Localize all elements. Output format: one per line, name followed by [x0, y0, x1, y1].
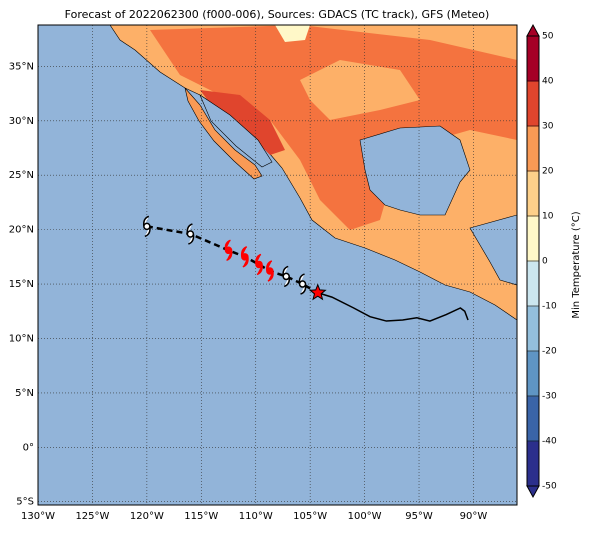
colorbar-tick-label: 40 [542, 77, 554, 87]
y-tick-label: 25°N [9, 170, 34, 181]
y-tick-label: 35°N [9, 61, 34, 72]
colorbar-tick-label: -30 [542, 392, 557, 402]
colorbar-tick-label: 30 [542, 122, 554, 132]
x-tick-label: 110°W [239, 511, 273, 522]
land-hot [200, 90, 285, 155]
colorbar-label: Min Temperature (°C) [571, 211, 582, 318]
x-tick-label: 115°W [184, 511, 218, 522]
colorbar-tick-label: 10 [542, 212, 554, 222]
storm-symbol [282, 265, 291, 288]
storm-symbol [298, 273, 307, 295]
storm-symbol [240, 246, 249, 268]
storm-symbol [224, 239, 233, 262]
colorbar-band [527, 261, 539, 307]
colorbar-band [527, 171, 539, 217]
y-tick-label: 10°N [9, 333, 34, 344]
colorbar-tick-label: -10 [542, 302, 557, 312]
y-tick-label: 5°S [16, 497, 34, 508]
land-warm [150, 25, 517, 230]
colorbar-tick-label: 50 [542, 32, 554, 42]
storm-symbol [255, 253, 263, 276]
caribbean [469, 214, 517, 286]
frame [37, 24, 518, 506]
colorbar-tick-label: 0 [542, 257, 548, 267]
x-tick-label: 95°W [405, 511, 433, 522]
colorbar-band [527, 81, 539, 127]
forecast-track [146, 225, 319, 294]
x-tick-label: 130°W [21, 511, 55, 522]
title: Forecast of 2022062300 (f000-006), Sourc… [65, 8, 490, 21]
x-tick-label: 100°W [348, 511, 382, 522]
baja [184, 87, 263, 180]
colorbar-band [527, 36, 539, 82]
y-tick-label: 20°N [9, 225, 34, 236]
gulf-of-california [199, 94, 273, 168]
land-cool [300, 60, 420, 120]
colorbar-band [527, 216, 539, 262]
y-tick-label: 30°N [9, 116, 34, 127]
x-tick-label: 105°W [293, 511, 327, 522]
colorbar-tick-label: -40 [542, 437, 557, 447]
map [38, 25, 517, 505]
x-tick-label: 125°W [75, 511, 109, 522]
colorbar-tick-label: 20 [542, 167, 554, 177]
past-track [317, 292, 469, 322]
colorbar-extend [526, 23, 540, 37]
y-tick-label: 0° [23, 442, 34, 453]
storm-symbol [142, 215, 151, 238]
colorbar-band [527, 306, 539, 352]
colorbar-tick-label: -50 [542, 482, 557, 492]
x-tick-label: 120°W [130, 511, 164, 522]
colorbar-band [527, 441, 539, 487]
land-cold [275, 25, 310, 42]
storm-symbol [265, 260, 274, 282]
y-tick-label: 15°N [9, 279, 34, 290]
storm-symbol [186, 223, 195, 245]
y-tick-label: 5°N [15, 388, 34, 399]
colorbar-tick-label: -20 [542, 347, 557, 357]
colorbar-extend [526, 485, 540, 499]
colorbar-band [527, 126, 539, 172]
colorbar-band [527, 351, 539, 397]
colorbar-band [527, 396, 539, 442]
gulf-of-mexico [359, 125, 471, 216]
current-position [308, 283, 327, 301]
x-tick-label: 90°W [460, 511, 488, 522]
